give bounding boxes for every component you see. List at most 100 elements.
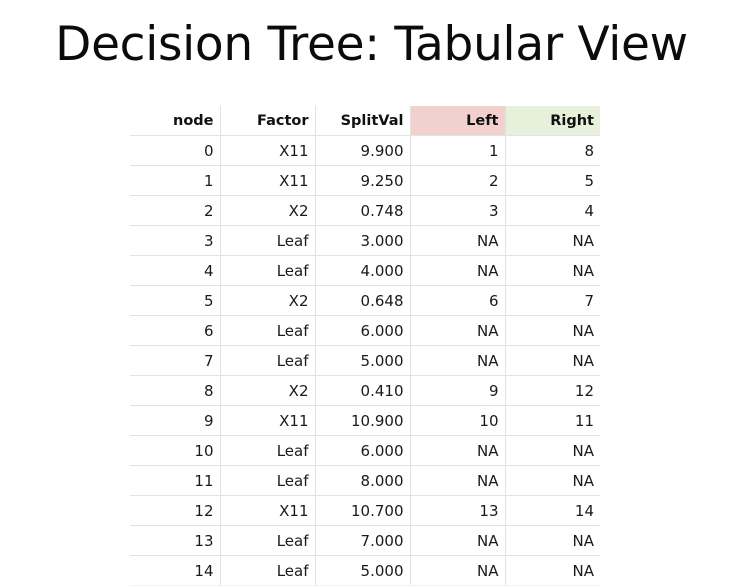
cell-node: 9 [130,405,221,436]
table-row: 2 X2 0.748 3 4 [130,195,600,226]
cell-left: NA [410,315,506,346]
cell-node: 7 [130,345,221,376]
column-header-node: node [130,106,221,136]
cell-factor: Leaf [220,435,316,466]
cell-right: 7 [505,285,600,316]
cell-right: NA [505,255,600,286]
page-title: Decision Tree: Tabular View [55,17,688,72]
cell-factor: X2 [220,375,316,406]
cell-splitval: 10.700 [315,495,411,526]
cell-splitval: 4.000 [315,255,411,286]
cell-node: 4 [130,255,221,286]
cell-factor: X11 [220,405,316,436]
cell-right: NA [505,315,600,346]
cell-node: 5 [130,285,221,316]
table-row: 7 Leaf 5.000 NA NA [130,345,600,376]
table-row: 11 Leaf 8.000 NA NA [130,465,600,496]
cell-splitval: 6.000 [315,435,411,466]
decision-tree-table-container: node Factor SplitVal Left Right 0 X11 9.900 1 8 1… [130,106,600,586]
cell-right: 5 [505,165,600,196]
cell-splitval: 0.748 [315,195,411,226]
cell-node: 14 [130,555,221,586]
cell-splitval: 0.410 [315,375,411,406]
cell-splitval: 9.250 [315,165,411,196]
table-row: 4 Leaf 4.000 NA NA [130,255,600,286]
cell-right: NA [505,525,600,556]
cell-splitval: 8.000 [315,465,411,496]
table-row: 1 X11 9.250 2 5 [130,165,600,196]
cell-factor: Leaf [220,465,316,496]
cell-splitval: 0.648 [315,285,411,316]
cell-factor: Leaf [220,255,316,286]
column-header-right: Right [505,106,600,136]
cell-left: NA [410,255,506,286]
cell-node: 12 [130,495,221,526]
cell-factor: X2 [220,285,316,316]
decision-tree-table: node Factor SplitVal Left Right 0 X11 9.900 1 8 1… [130,106,600,586]
cell-left: 2 [410,165,506,196]
table-header-row: node Factor SplitVal Left Right [130,106,600,136]
cell-splitval: 6.000 [315,315,411,346]
table-row: 8 X2 0.410 9 12 [130,375,600,406]
cell-factor: X2 [220,195,316,226]
cell-splitval: 10.900 [315,405,411,436]
cell-right: 12 [505,375,600,406]
cell-right: 8 [505,135,600,166]
cell-left: NA [410,435,506,466]
cell-node: 13 [130,525,221,556]
table-row: 14 Leaf 5.000 NA NA [130,555,600,586]
cell-factor: Leaf [220,315,316,346]
cell-left: NA [410,345,506,376]
cell-left: 9 [410,375,506,406]
cell-splitval: 9.900 [315,135,411,166]
cell-node: 6 [130,315,221,346]
cell-left: NA [410,555,506,586]
cell-left: 13 [410,495,506,526]
table-row: 9 X11 10.900 10 11 [130,405,600,436]
table-row: 13 Leaf 7.000 NA NA [130,525,600,556]
cell-right: 11 [505,405,600,436]
table-row: 10 Leaf 6.000 NA NA [130,435,600,466]
cell-node: 1 [130,165,221,196]
cell-left: 3 [410,195,506,226]
table-row: 12 X11 10.700 13 14 [130,495,600,526]
cell-left: 6 [410,285,506,316]
cell-splitval: 3.000 [315,225,411,256]
cell-node: 10 [130,435,221,466]
cell-factor: X11 [220,135,316,166]
cell-right: NA [505,435,600,466]
column-header-left: Left [410,106,506,136]
cell-right: 14 [505,495,600,526]
table-row: 5 X2 0.648 6 7 [130,285,600,316]
table-row: 6 Leaf 6.000 NA NA [130,315,600,346]
cell-factor: X11 [220,165,316,196]
column-header-factor: Factor [220,106,316,136]
cell-node: 8 [130,375,221,406]
cell-right: NA [505,225,600,256]
cell-factor: Leaf [220,555,316,586]
table-row: 3 Leaf 3.000 NA NA [130,225,600,256]
cell-right: 4 [505,195,600,226]
cell-splitval: 5.000 [315,345,411,376]
cell-right: NA [505,555,600,586]
cell-splitval: 7.000 [315,525,411,556]
cell-right: NA [505,465,600,496]
cell-factor: Leaf [220,345,316,376]
table-row: 0 X11 9.900 1 8 [130,135,600,166]
column-header-splitval: SplitVal [315,106,411,136]
cell-left: 1 [410,135,506,166]
cell-node: 11 [130,465,221,496]
cell-factor: Leaf [220,225,316,256]
cell-factor: X11 [220,495,316,526]
cell-left: NA [410,465,506,496]
cell-left: NA [410,225,506,256]
cell-node: 2 [130,195,221,226]
cell-left: NA [410,525,506,556]
cell-factor: Leaf [220,525,316,556]
cell-right: NA [505,345,600,376]
cell-left: 10 [410,405,506,436]
cell-node: 0 [130,135,221,166]
cell-node: 3 [130,225,221,256]
cell-splitval: 5.000 [315,555,411,586]
table-body: 0 X11 9.900 1 8 1 X11 9.250 2 5 2 X2 0.748 3 4 3 Leaf 3.0… [130,135,600,586]
